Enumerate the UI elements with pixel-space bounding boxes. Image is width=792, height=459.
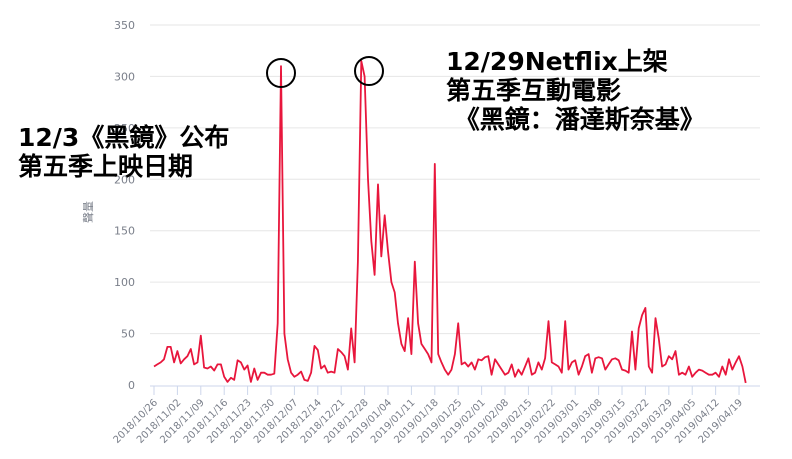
annotation-circle-dec29 xyxy=(354,56,384,86)
series-line xyxy=(153,60,747,384)
gridlines xyxy=(150,24,760,335)
y-axis-ticks: 0 50 100 150 200 250 300 350 xyxy=(114,19,135,392)
y-tick-label: 300 xyxy=(114,70,135,83)
y-tick-label: 0 xyxy=(128,379,135,392)
y-tick-label: 250 xyxy=(114,122,135,135)
y-tick-label: 200 xyxy=(114,173,135,186)
x-axis-ticks: 2018/10/262018/11/022018/11/092018/11/16… xyxy=(112,386,745,446)
y-tick-label: 100 xyxy=(114,276,135,289)
y-tick-label: 50 xyxy=(121,328,135,341)
y-axis-label: 聲量 xyxy=(81,201,95,223)
annotation-circle-dec3 xyxy=(266,58,296,88)
annotation-dec3-text: 12/3《黑鏡》公布 第五季上映日期 xyxy=(18,123,230,181)
y-tick-label: 150 xyxy=(114,225,135,238)
annotation-dec29-text: 12/29Netflix上架 第五季互動電影 《黑鏡：潘達斯奈基》 xyxy=(446,47,705,134)
y-tick-label: 350 xyxy=(114,19,135,32)
